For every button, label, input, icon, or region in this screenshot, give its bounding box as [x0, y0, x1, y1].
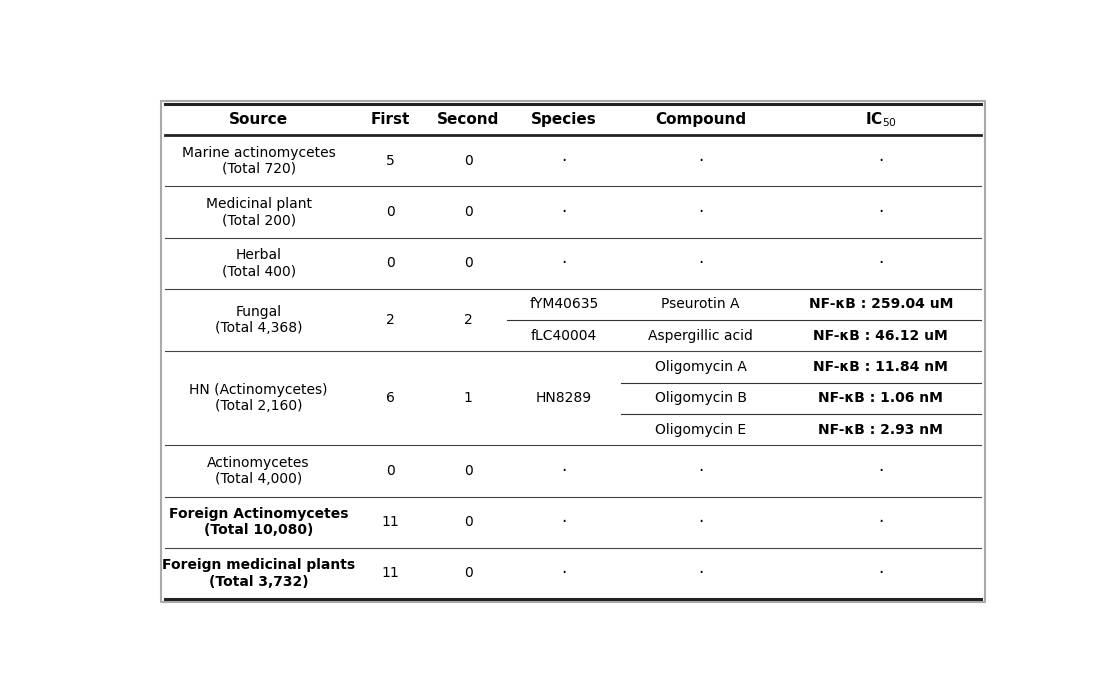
Text: 0: 0 — [387, 464, 395, 478]
Text: Herbal
(Total 400): Herbal (Total 400) — [222, 248, 295, 278]
Text: Fungal
(Total 4,368): Fungal (Total 4,368) — [215, 305, 302, 335]
Text: Source: Source — [229, 112, 289, 127]
Text: ·: · — [561, 151, 567, 170]
Text: ·: · — [561, 254, 567, 272]
Text: 0: 0 — [463, 205, 472, 219]
Text: Oligomycin E: Oligomycin E — [655, 422, 746, 437]
Text: Marine actinomycetes
(Total 720): Marine actinomycetes (Total 720) — [182, 146, 335, 176]
FancyBboxPatch shape — [160, 101, 985, 602]
Text: 2: 2 — [463, 313, 472, 327]
Text: 0: 0 — [463, 566, 472, 581]
Text: Foreign medicinal plants
(Total 3,732): Foreign medicinal plants (Total 3,732) — [162, 559, 355, 588]
Text: ·: · — [878, 203, 883, 221]
Text: 5: 5 — [387, 153, 395, 168]
Text: ·: · — [878, 513, 883, 531]
Text: ·: · — [878, 462, 883, 480]
Text: fLC40004: fLC40004 — [531, 329, 597, 343]
Text: ·: · — [561, 462, 567, 480]
Text: 0: 0 — [387, 205, 395, 219]
Text: Pseurotin A: Pseurotin A — [662, 297, 740, 312]
Text: 0: 0 — [463, 464, 472, 478]
Text: ·: · — [698, 254, 703, 272]
Text: ·: · — [561, 564, 567, 583]
Text: Oligomycin A: Oligomycin A — [655, 360, 746, 374]
Text: 0: 0 — [463, 515, 472, 529]
Text: NF-κB : 11.84 nM: NF-κB : 11.84 nM — [813, 360, 948, 374]
Text: ·: · — [698, 564, 703, 583]
Text: 0: 0 — [387, 256, 395, 270]
Text: Oligomycin B: Oligomycin B — [655, 391, 746, 405]
Text: 11: 11 — [382, 515, 400, 529]
Text: ·: · — [698, 203, 703, 221]
Text: Compound: Compound — [655, 112, 746, 127]
Text: 2: 2 — [387, 313, 395, 327]
Text: ·: · — [561, 513, 567, 531]
Text: NF-κB : 46.12 uM: NF-κB : 46.12 uM — [813, 329, 948, 343]
Text: HN (Actinomycetes)
(Total 2,160): HN (Actinomycetes) (Total 2,160) — [189, 383, 328, 413]
Text: Aspergillic acid: Aspergillic acid — [648, 329, 753, 343]
Text: ·: · — [698, 513, 703, 531]
Text: ·: · — [878, 254, 883, 272]
Text: ·: · — [878, 564, 883, 583]
Text: 11: 11 — [382, 566, 400, 581]
Text: Medicinal plant
(Total 200): Medicinal plant (Total 200) — [206, 197, 312, 227]
Text: ·: · — [698, 151, 703, 170]
Text: Foreign Actinomycetes
(Total 10,080): Foreign Actinomycetes (Total 10,080) — [169, 507, 349, 537]
Text: 0: 0 — [463, 256, 472, 270]
Text: Second: Second — [437, 112, 499, 127]
Text: fYM40635: fYM40635 — [529, 297, 598, 312]
Text: HN8289: HN8289 — [536, 391, 592, 405]
Text: NF-κB : 259.04 uM: NF-κB : 259.04 uM — [809, 297, 952, 312]
Text: 6: 6 — [387, 391, 395, 405]
Text: NF-κB : 2.93 nM: NF-κB : 2.93 nM — [819, 422, 944, 437]
Text: NF-κB : 1.06 nM: NF-κB : 1.06 nM — [819, 391, 944, 405]
Text: ·: · — [698, 462, 703, 480]
Text: Species: Species — [531, 112, 597, 127]
Text: 0: 0 — [463, 153, 472, 168]
Text: Actinomycetes
(Total 4,000): Actinomycetes (Total 4,000) — [207, 456, 310, 486]
Text: ·: · — [561, 203, 567, 221]
Text: ·: · — [878, 151, 883, 170]
Text: First: First — [371, 112, 410, 127]
Text: IC$_{50}$: IC$_{50}$ — [864, 110, 897, 129]
Text: 1: 1 — [463, 391, 472, 405]
